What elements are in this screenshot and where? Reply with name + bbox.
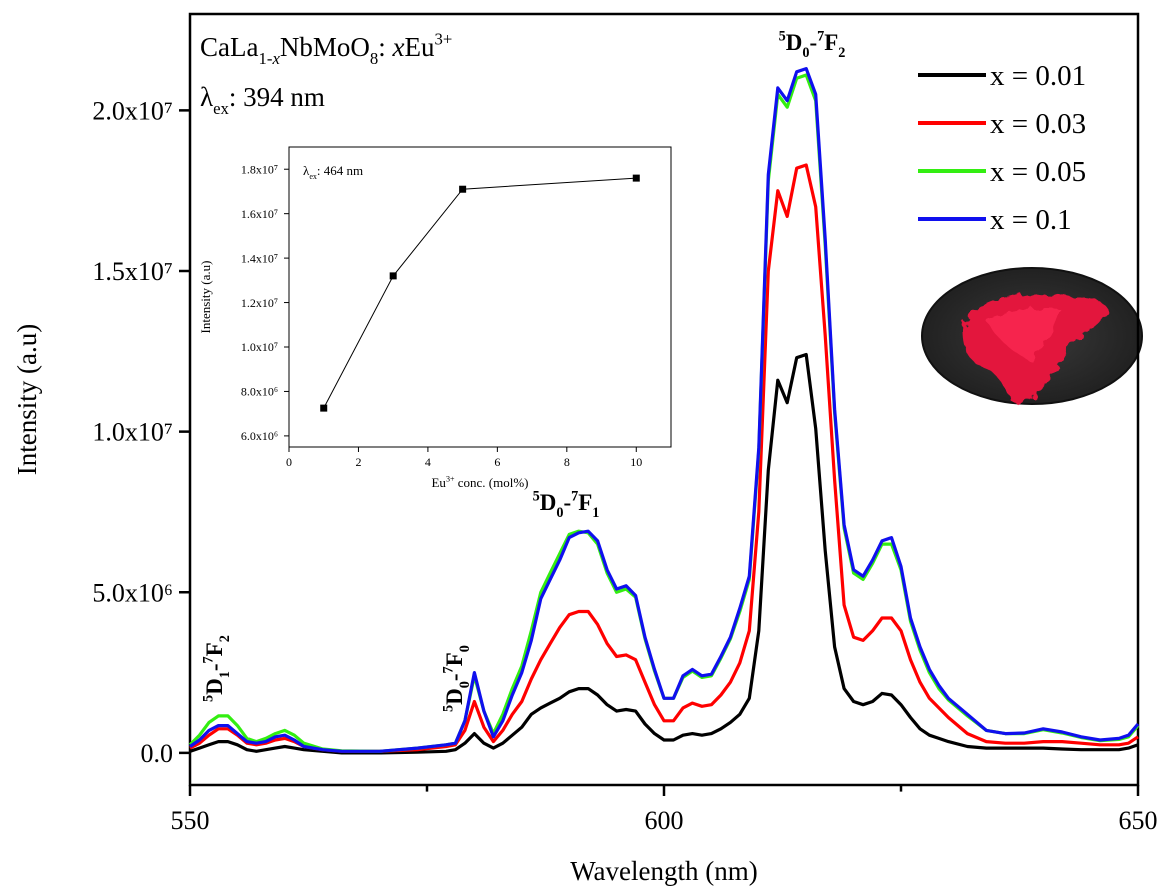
text-part: 8 <box>370 49 378 68</box>
data-point <box>632 174 640 182</box>
text-part: F <box>442 652 467 666</box>
y-tick-label: 2.0x10⁷ <box>92 96 173 125</box>
text-part: 0 <box>457 645 473 652</box>
text-part: 1 <box>592 505 599 521</box>
text-part: D <box>202 678 227 695</box>
y-tick-label: 1.0x10⁷ <box>92 418 173 447</box>
text-part: - <box>809 30 817 55</box>
inset-x-axis-title: Eu3+ conc. (mol%) <box>431 475 528 490</box>
text-part: F <box>824 30 838 55</box>
x-tick-label: 4 <box>425 455 431 469</box>
text-part: 3+ <box>446 475 455 484</box>
inset-y-axis-title: Intensity (a.u) <box>198 261 213 334</box>
y-tick-label: 5.0x10⁶ <box>92 578 173 607</box>
text-part: 0 <box>556 505 563 521</box>
y-tick-label: 1.0x10⁷ <box>241 340 278 354</box>
x-tick-label: 8 <box>564 455 570 469</box>
text-part: 5 <box>533 488 540 504</box>
x-tick-label: 10 <box>630 455 642 469</box>
text-part: : 394 nm <box>229 82 325 112</box>
x-tick-label: 6 <box>494 455 500 469</box>
formula-label: CaLa1-xNbMoO8: xEu3+ <box>200 30 452 68</box>
legend-label: x = 0.03 <box>990 108 1086 140</box>
text-part: 5 <box>779 28 786 44</box>
text-part: ex <box>213 99 229 118</box>
text-part: 3+ <box>435 30 453 49</box>
text-part: : <box>378 32 392 62</box>
y-tick-label: 1.8x10⁷ <box>241 162 278 176</box>
sample-photo <box>921 267 1143 405</box>
spectrum-line <box>189 67 1140 753</box>
text-part: x <box>271 49 280 68</box>
plot-frame <box>288 146 672 448</box>
y-tick-label: 1.6x10⁷ <box>241 207 278 221</box>
x-tick-label: 600 <box>645 806 684 835</box>
text-part: λ <box>303 163 310 178</box>
text-part: 2 <box>217 635 233 642</box>
text-part: 2 <box>838 45 845 61</box>
transition-label: 5D0-7F0 <box>440 645 473 712</box>
text-part: 5 <box>200 695 216 702</box>
text-part: 7 <box>440 666 456 673</box>
transition-label: 5D0-7F2 <box>779 28 846 61</box>
text-part: : 464 nm <box>317 163 363 178</box>
y-axis-title: Intensity (a.u) <box>12 324 42 475</box>
text-part: ex <box>309 172 317 181</box>
data-point <box>320 404 328 412</box>
text-part: - <box>442 673 467 681</box>
text-part: 0 <box>802 45 809 61</box>
text-part: - <box>563 490 571 515</box>
text-part: conc. (mol%) <box>455 475 529 490</box>
text-part: D <box>540 490 557 515</box>
text-part: 0 <box>457 681 473 688</box>
y-tick-label: 1.5x10⁷ <box>92 257 173 286</box>
text-part: - <box>202 663 227 671</box>
text-part: 7 <box>200 656 216 663</box>
text-part: NbMoO <box>280 32 370 62</box>
text-part: F <box>578 490 592 515</box>
y-tick-label: 1.4x10⁷ <box>241 251 278 265</box>
text-part: 5 <box>440 705 456 712</box>
inset-excitation-label: λex: 464 nm <box>303 163 363 181</box>
text-part: x <box>392 32 405 62</box>
data-point <box>459 185 467 193</box>
x-tick-label: 650 <box>1119 806 1158 835</box>
text-part: 1 <box>217 671 233 678</box>
transition-label: 5D0-7F1 <box>533 488 600 521</box>
x-tick-label: 550 <box>171 806 210 835</box>
text-part: 7 <box>817 28 824 44</box>
y-tick-label: 6.0x10⁶ <box>241 429 278 443</box>
excitation-label: λex: 394 nm <box>200 82 325 118</box>
text-part: Eu <box>431 475 446 490</box>
text-part: F <box>202 642 227 656</box>
legend-label: x = 0.01 <box>990 60 1086 92</box>
x-tick-label: 0 <box>286 455 292 469</box>
x-tick-label: 2 <box>355 455 361 469</box>
transition-label: 5D1-7F2 <box>200 635 233 702</box>
data-point <box>389 272 397 280</box>
legend-label: x = 0.05 <box>990 156 1086 188</box>
y-tick-label: 1.2x10⁷ <box>241 296 278 310</box>
x-axis-title: Wavelength (nm) <box>570 856 758 886</box>
text-part: D <box>786 30 803 55</box>
trend-line <box>323 177 637 409</box>
text-part: 1- <box>258 49 272 68</box>
text-part: D <box>442 688 467 705</box>
legend-label: x = 0.1 <box>990 204 1072 236</box>
text-part: 7 <box>571 488 578 504</box>
text-part: λ <box>200 82 213 112</box>
y-tick-label: 0.0 <box>141 739 174 768</box>
text-part: Eu <box>405 32 435 62</box>
y-tick-label: 8.0x10⁶ <box>241 385 278 399</box>
text-part: CaLa <box>200 32 258 62</box>
